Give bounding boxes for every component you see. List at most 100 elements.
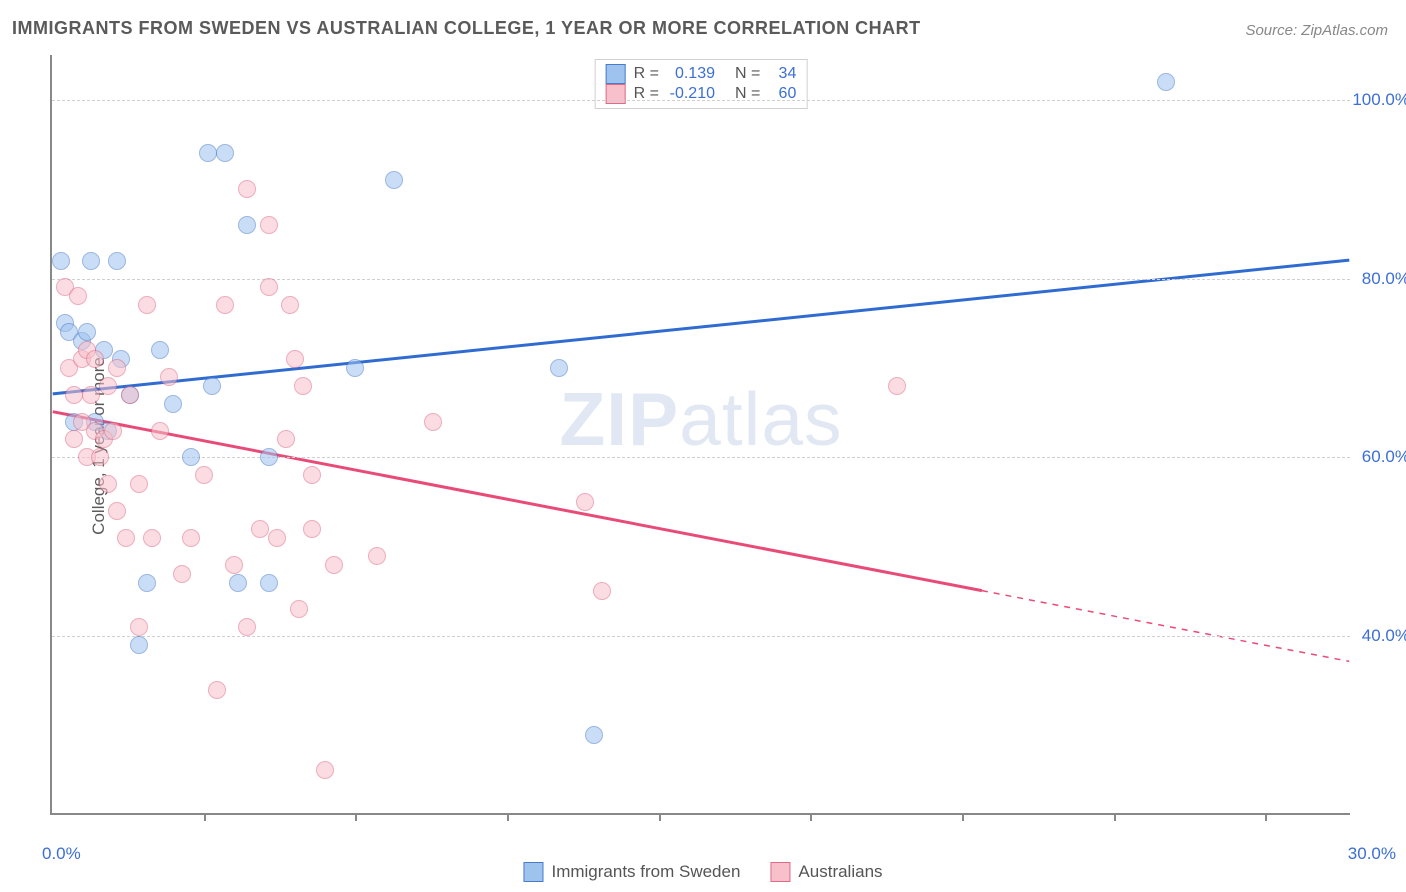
scatter-point	[277, 430, 295, 448]
x-tick	[810, 813, 812, 821]
scatter-point	[251, 520, 269, 538]
watermark-rest: atlas	[679, 377, 842, 461]
y-tick-label: 60.0%	[1362, 447, 1406, 467]
scatter-point	[550, 359, 568, 377]
x-tick-label-min: 0.0%	[42, 844, 81, 864]
stat-n-value: 34	[768, 65, 796, 83]
scatter-point	[303, 520, 321, 538]
source-attribution: Source: ZipAtlas.com	[1245, 22, 1388, 39]
scatter-point	[294, 377, 312, 395]
scatter-point	[138, 574, 156, 592]
scatter-point	[325, 556, 343, 574]
regression-line	[53, 260, 1350, 394]
scatter-point	[229, 574, 247, 592]
chart-container: IMMIGRANTS FROM SWEDEN VS AUSTRALIAN COL…	[0, 0, 1406, 892]
scatter-point	[130, 475, 148, 493]
scatter-point	[91, 448, 109, 466]
scatter-point	[385, 171, 403, 189]
scatter-point	[216, 296, 234, 314]
regression-line-solid	[53, 412, 982, 591]
regression-lines-svg	[52, 55, 1350, 813]
scatter-point	[69, 287, 87, 305]
plot-area: ZIPatlas R =0.139N =34R =-0.210N =60 40.…	[50, 55, 1350, 815]
scatter-point	[182, 448, 200, 466]
scatter-point	[424, 413, 442, 431]
scatter-point	[281, 296, 299, 314]
x-tick	[355, 813, 357, 821]
scatter-point	[65, 386, 83, 404]
scatter-point	[368, 547, 386, 565]
scatter-point	[286, 350, 304, 368]
gridline	[52, 636, 1350, 637]
scatter-point	[108, 502, 126, 520]
x-tick	[204, 813, 206, 821]
legend-swatch	[770, 862, 790, 882]
stat-r-label: R =	[634, 65, 659, 83]
scatter-point	[576, 493, 594, 511]
chart-title: IMMIGRANTS FROM SWEDEN VS AUSTRALIAN COL…	[12, 18, 921, 39]
footer-legend: Immigrants from Sweden Australians	[523, 862, 882, 882]
gridline	[52, 457, 1350, 458]
scatter-point	[65, 430, 83, 448]
scatter-point	[585, 726, 603, 744]
stats-legend: R =0.139N =34R =-0.210N =60	[595, 59, 808, 109]
stat-legend-row: R =-0.210N =60	[606, 84, 797, 104]
footer-legend-item: Immigrants from Sweden	[523, 862, 740, 882]
scatter-point	[260, 448, 278, 466]
x-tick	[659, 813, 661, 821]
scatter-point	[195, 466, 213, 484]
scatter-point	[82, 252, 100, 270]
scatter-point	[199, 144, 217, 162]
scatter-point	[164, 395, 182, 413]
scatter-point	[99, 475, 117, 493]
stat-legend-row: R =0.139N =34	[606, 64, 797, 84]
scatter-point	[108, 359, 126, 377]
scatter-point	[216, 144, 234, 162]
scatter-point	[143, 529, 161, 547]
scatter-point	[151, 422, 169, 440]
scatter-point	[238, 618, 256, 636]
scatter-point	[151, 341, 169, 359]
scatter-point	[303, 466, 321, 484]
scatter-point	[290, 600, 308, 618]
scatter-point	[316, 761, 334, 779]
scatter-point	[99, 377, 117, 395]
scatter-point	[238, 180, 256, 198]
x-tick	[1265, 813, 1267, 821]
scatter-point	[138, 296, 156, 314]
x-tick	[1114, 813, 1116, 821]
regression-line-dashed	[982, 591, 1349, 662]
watermark-bold: ZIP	[559, 377, 679, 461]
scatter-point	[121, 386, 139, 404]
scatter-point	[86, 350, 104, 368]
scatter-point	[260, 216, 278, 234]
scatter-point	[238, 216, 256, 234]
scatter-point	[108, 252, 126, 270]
scatter-point	[130, 618, 148, 636]
y-tick-label: 40.0%	[1362, 626, 1406, 646]
scatter-point	[130, 636, 148, 654]
scatter-point	[1157, 73, 1175, 91]
scatter-point	[78, 323, 96, 341]
scatter-point	[117, 529, 135, 547]
footer-legend-label: Immigrants from Sweden	[551, 862, 740, 882]
footer-legend-item: Australians	[770, 862, 882, 882]
scatter-point	[268, 529, 286, 547]
y-tick-label: 100.0%	[1352, 90, 1406, 110]
legend-swatch	[606, 84, 626, 104]
scatter-point	[203, 377, 221, 395]
scatter-point	[173, 565, 191, 583]
scatter-point	[52, 252, 70, 270]
scatter-point	[260, 278, 278, 296]
scatter-point	[346, 359, 364, 377]
scatter-point	[225, 556, 243, 574]
x-tick-label-max: 30.0%	[1348, 844, 1396, 864]
stat-r-value: 0.139	[667, 65, 715, 83]
scatter-point	[208, 681, 226, 699]
y-tick-label: 80.0%	[1362, 269, 1406, 289]
scatter-point	[160, 368, 178, 386]
scatter-point	[82, 386, 100, 404]
scatter-point	[104, 422, 122, 440]
x-tick	[507, 813, 509, 821]
footer-legend-label: Australians	[798, 862, 882, 882]
